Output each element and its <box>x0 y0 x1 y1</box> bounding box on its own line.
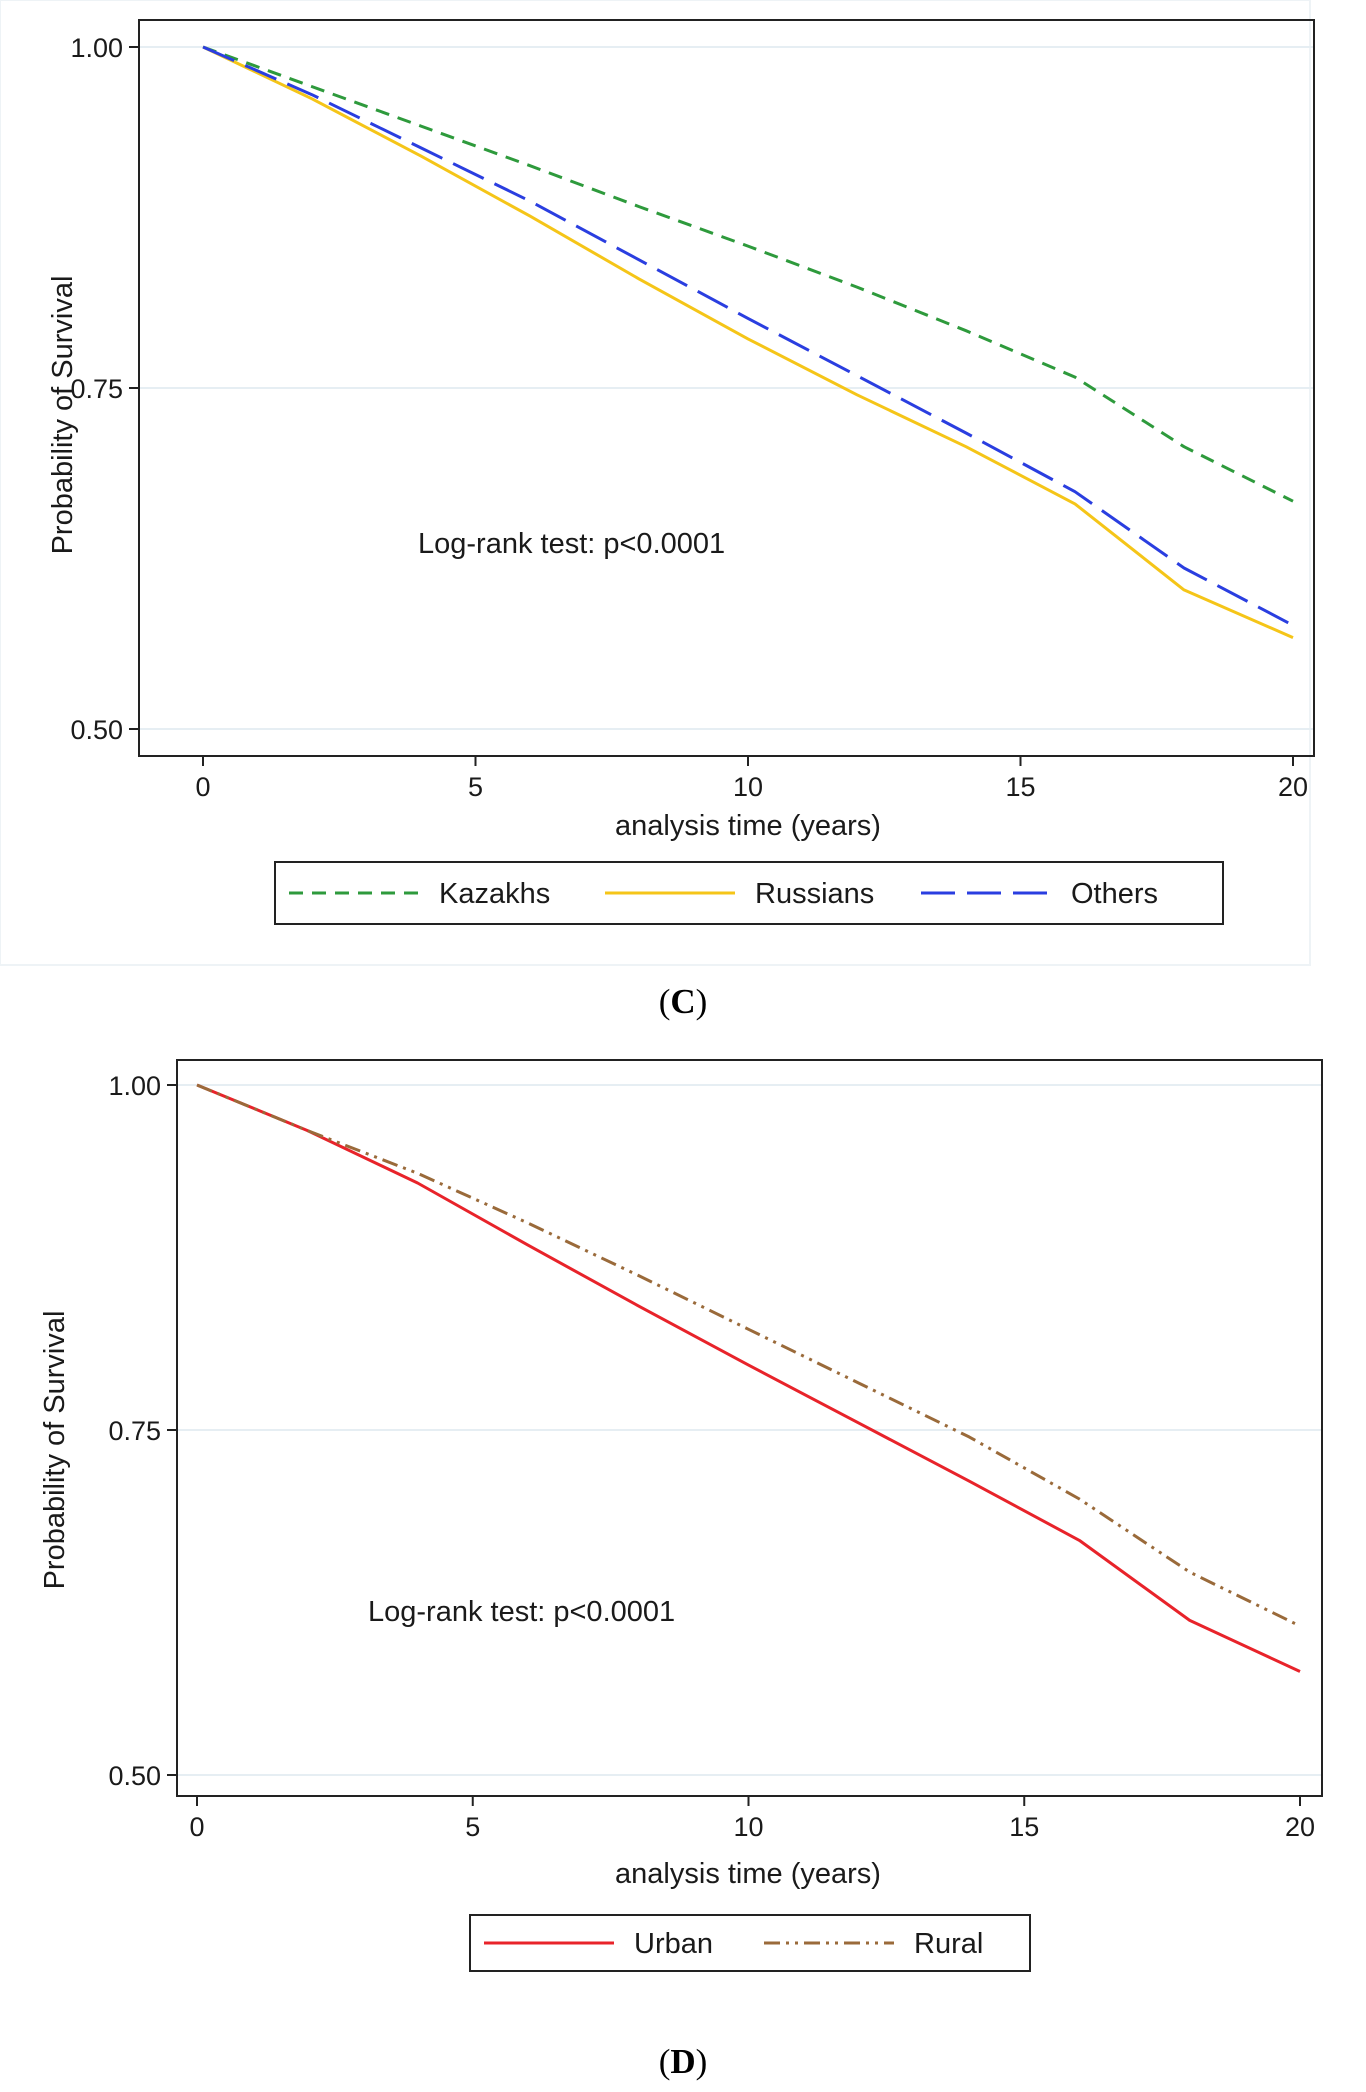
series-line-kazakhs <box>202 45 1294 503</box>
y-tick-label: 0.50 <box>108 1761 161 1791</box>
x-tick-label: 0 <box>189 1812 204 1842</box>
series-line-rural <box>196 1083 1301 1628</box>
y-tick-label: 0.75 <box>108 1416 161 1446</box>
legend-label-kazakhs: Kazakhs <box>439 878 550 910</box>
plot-border <box>176 1059 1323 1797</box>
legend-label-russians: Russians <box>755 878 874 910</box>
y-tick-label: 1.00 <box>108 1071 161 1101</box>
series-group <box>196 1083 1301 1673</box>
x-tick-label: 5 <box>465 1812 480 1842</box>
x-tick-label: 15 <box>1009 1812 1039 1842</box>
plot-frame <box>176 1059 1323 1797</box>
ticks: 0.50 0.75 1.00 0 5 10 15 20 <box>70 33 1308 802</box>
legend: Kazakhs Russians Others <box>274 861 1224 925</box>
x-tick-label: 10 <box>733 1812 763 1842</box>
x-tick-label: 20 <box>1278 772 1308 802</box>
y-axis-label: Probability of Survival <box>47 276 79 555</box>
legend-label-others: Others <box>1071 878 1158 910</box>
x-axis-label: analysis time (years) <box>615 810 881 842</box>
caption-label-d: D <box>670 2042 696 2081</box>
caption-d: (D) <box>658 2042 708 2081</box>
x-tick-label: 5 <box>468 772 483 802</box>
x-axis-label: analysis time (years) <box>615 1858 881 1890</box>
x-tick-label: 10 <box>733 772 763 802</box>
x-tick-label: 20 <box>1285 1812 1315 1842</box>
y-axis-label: Probability of Survival <box>39 1311 71 1590</box>
gridlines <box>177 1084 1322 1776</box>
caption-c: (C) <box>658 982 708 1021</box>
series-line-others <box>202 45 1294 627</box>
survival-chart-d: 0.50 0.75 1.00 0 5 10 15 20 Probability of Surv… <box>39 1059 1323 1972</box>
series-line-urban <box>196 1083 1301 1673</box>
x-tick-label: 0 <box>195 772 210 802</box>
legend-label-rural: Rural <box>914 1928 983 1960</box>
y-tick-label: 1.00 <box>70 33 123 63</box>
series-line-russians <box>202 45 1294 639</box>
y-tick-label: 0.50 <box>70 715 123 745</box>
legend: Urban Rural <box>469 1914 1031 1972</box>
x-tick-label: 15 <box>1005 772 1035 802</box>
y-tick-label: 0.75 <box>70 374 123 404</box>
survival-chart-c: 0.50 0.75 1.00 0 5 10 15 20 Probability of Surv… <box>0 0 1315 966</box>
series-group <box>202 45 1294 639</box>
logrank-annotation: Log-rank test: p<0.0001 <box>418 528 725 560</box>
logrank-annotation: Log-rank test: p<0.0001 <box>368 1596 675 1628</box>
caption-label-c: C <box>670 982 696 1021</box>
ticks: 0.50 0.75 1.00 0 5 10 15 20 <box>108 1071 1315 1842</box>
legend-label-urban: Urban <box>634 1928 713 1960</box>
gridlines <box>139 46 1314 730</box>
legend-box <box>274 861 1224 925</box>
